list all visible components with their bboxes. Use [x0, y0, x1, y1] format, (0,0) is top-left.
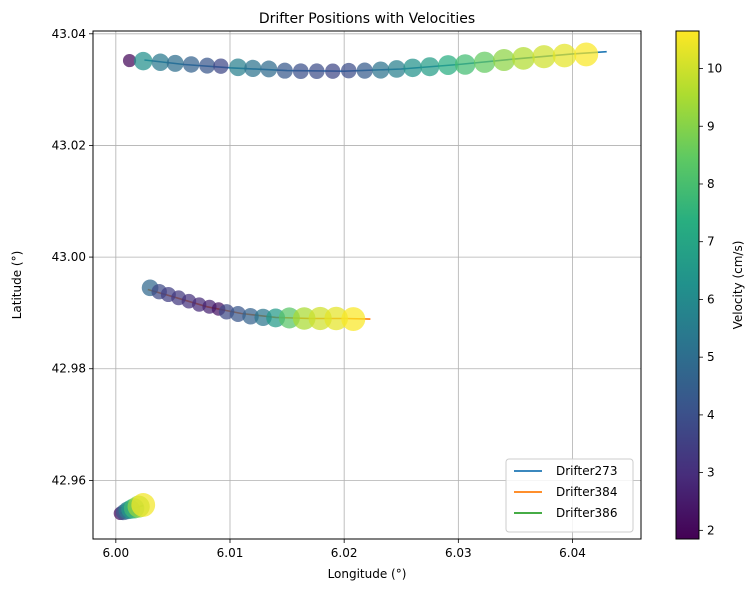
x-tick-label: 6.04 — [559, 546, 586, 560]
plot-frame — [92, 30, 642, 540]
colorbar-tick-label: 8 — [707, 177, 715, 191]
drifter273-point — [244, 59, 262, 77]
grid — [93, 31, 641, 539]
y-tick-label: 43.00 — [52, 250, 86, 264]
colorbar-tick-label: 2 — [707, 523, 715, 537]
y-tick-label: 43.02 — [52, 138, 86, 152]
x-axis-ticks: 6.00 6.01 6.02 6.03 6.04 — [102, 539, 586, 560]
x-tick-label: 6.03 — [445, 546, 472, 560]
drifter273-point — [356, 62, 373, 79]
drifter273-point — [512, 47, 535, 70]
colorbar-tick-label: 5 — [707, 350, 715, 364]
drifter386-point — [131, 493, 156, 517]
drifter273-point — [532, 45, 556, 69]
colorbar-tick-label: 6 — [707, 292, 715, 306]
colorbar-tick-label: 7 — [707, 235, 715, 249]
legend: Drifter273 Drifter384 Drifter386 — [505, 458, 634, 533]
drifter273-point — [387, 60, 406, 78]
legend-label: Drifter384 — [556, 485, 617, 499]
x-axis-label: Longitude (°) — [328, 567, 407, 581]
drifter273-point — [552, 43, 577, 68]
drifter273-point — [260, 60, 278, 78]
drifter384-point — [242, 308, 259, 325]
drifter273-point — [151, 53, 170, 71]
drifter273-point — [438, 55, 458, 75]
drifter273-point — [473, 51, 496, 73]
drifter273-point — [134, 51, 153, 71]
x-tick-label: 6.02 — [331, 546, 358, 560]
drifter273-point — [574, 42, 599, 67]
drifter273-point — [403, 58, 422, 78]
drifter384-point — [292, 307, 316, 330]
drifter273-point — [308, 63, 325, 79]
colorbar-ticks: 2 3 4 5 6 7 8 9 10 — [699, 62, 722, 537]
drifter273-point — [325, 63, 341, 79]
legend-label: Drifter386 — [556, 506, 617, 520]
drifter273-point — [229, 58, 247, 77]
drifter273-point — [492, 48, 516, 72]
drifter273-point — [122, 53, 137, 68]
colorbar-tick-label: 4 — [707, 408, 715, 422]
colorbar-tick-label: 3 — [707, 466, 715, 480]
y-tick-label: 43.04 — [52, 27, 86, 41]
y-axis-ticks: 42.96 42.98 43.00 43.02 43.04 — [52, 27, 93, 487]
drifter273-point — [340, 62, 357, 79]
drifter273-point — [213, 58, 229, 74]
x-tick-label: 6.00 — [102, 546, 129, 560]
trajectory-lines — [120, 50, 607, 515]
drifter273-point — [372, 61, 390, 79]
legend-items: Drifter273 Drifter384 Drifter386 — [514, 464, 617, 520]
colorbar-tick-label: 9 — [707, 119, 715, 133]
legend-label: Drifter273 — [556, 464, 617, 478]
drifter273-point — [276, 62, 293, 79]
drifter273-point — [292, 63, 309, 80]
colorbar-tick-label: 10 — [707, 62, 722, 76]
drifter273-point — [182, 56, 200, 73]
chart-title: Drifter Positions with Velocities — [259, 11, 475, 27]
x-tick-label: 6.01 — [217, 546, 244, 560]
y-tick-label: 42.98 — [52, 362, 86, 376]
y-tick-label: 42.96 — [52, 473, 86, 487]
drifter384-point — [341, 307, 366, 332]
colorbar — [675, 30, 700, 540]
drifter384-point — [230, 306, 246, 322]
colorbar-label: Velocity (cm/s) — [731, 241, 745, 330]
scatter-points — [113, 42, 599, 521]
drifter273-point — [454, 54, 476, 75]
drifter273-point — [199, 57, 216, 74]
drifter273-point — [420, 57, 440, 77]
drifter384-point — [324, 306, 348, 331]
y-axis-label: Latitude (°) — [10, 251, 24, 320]
drifter273-point — [166, 54, 184, 72]
